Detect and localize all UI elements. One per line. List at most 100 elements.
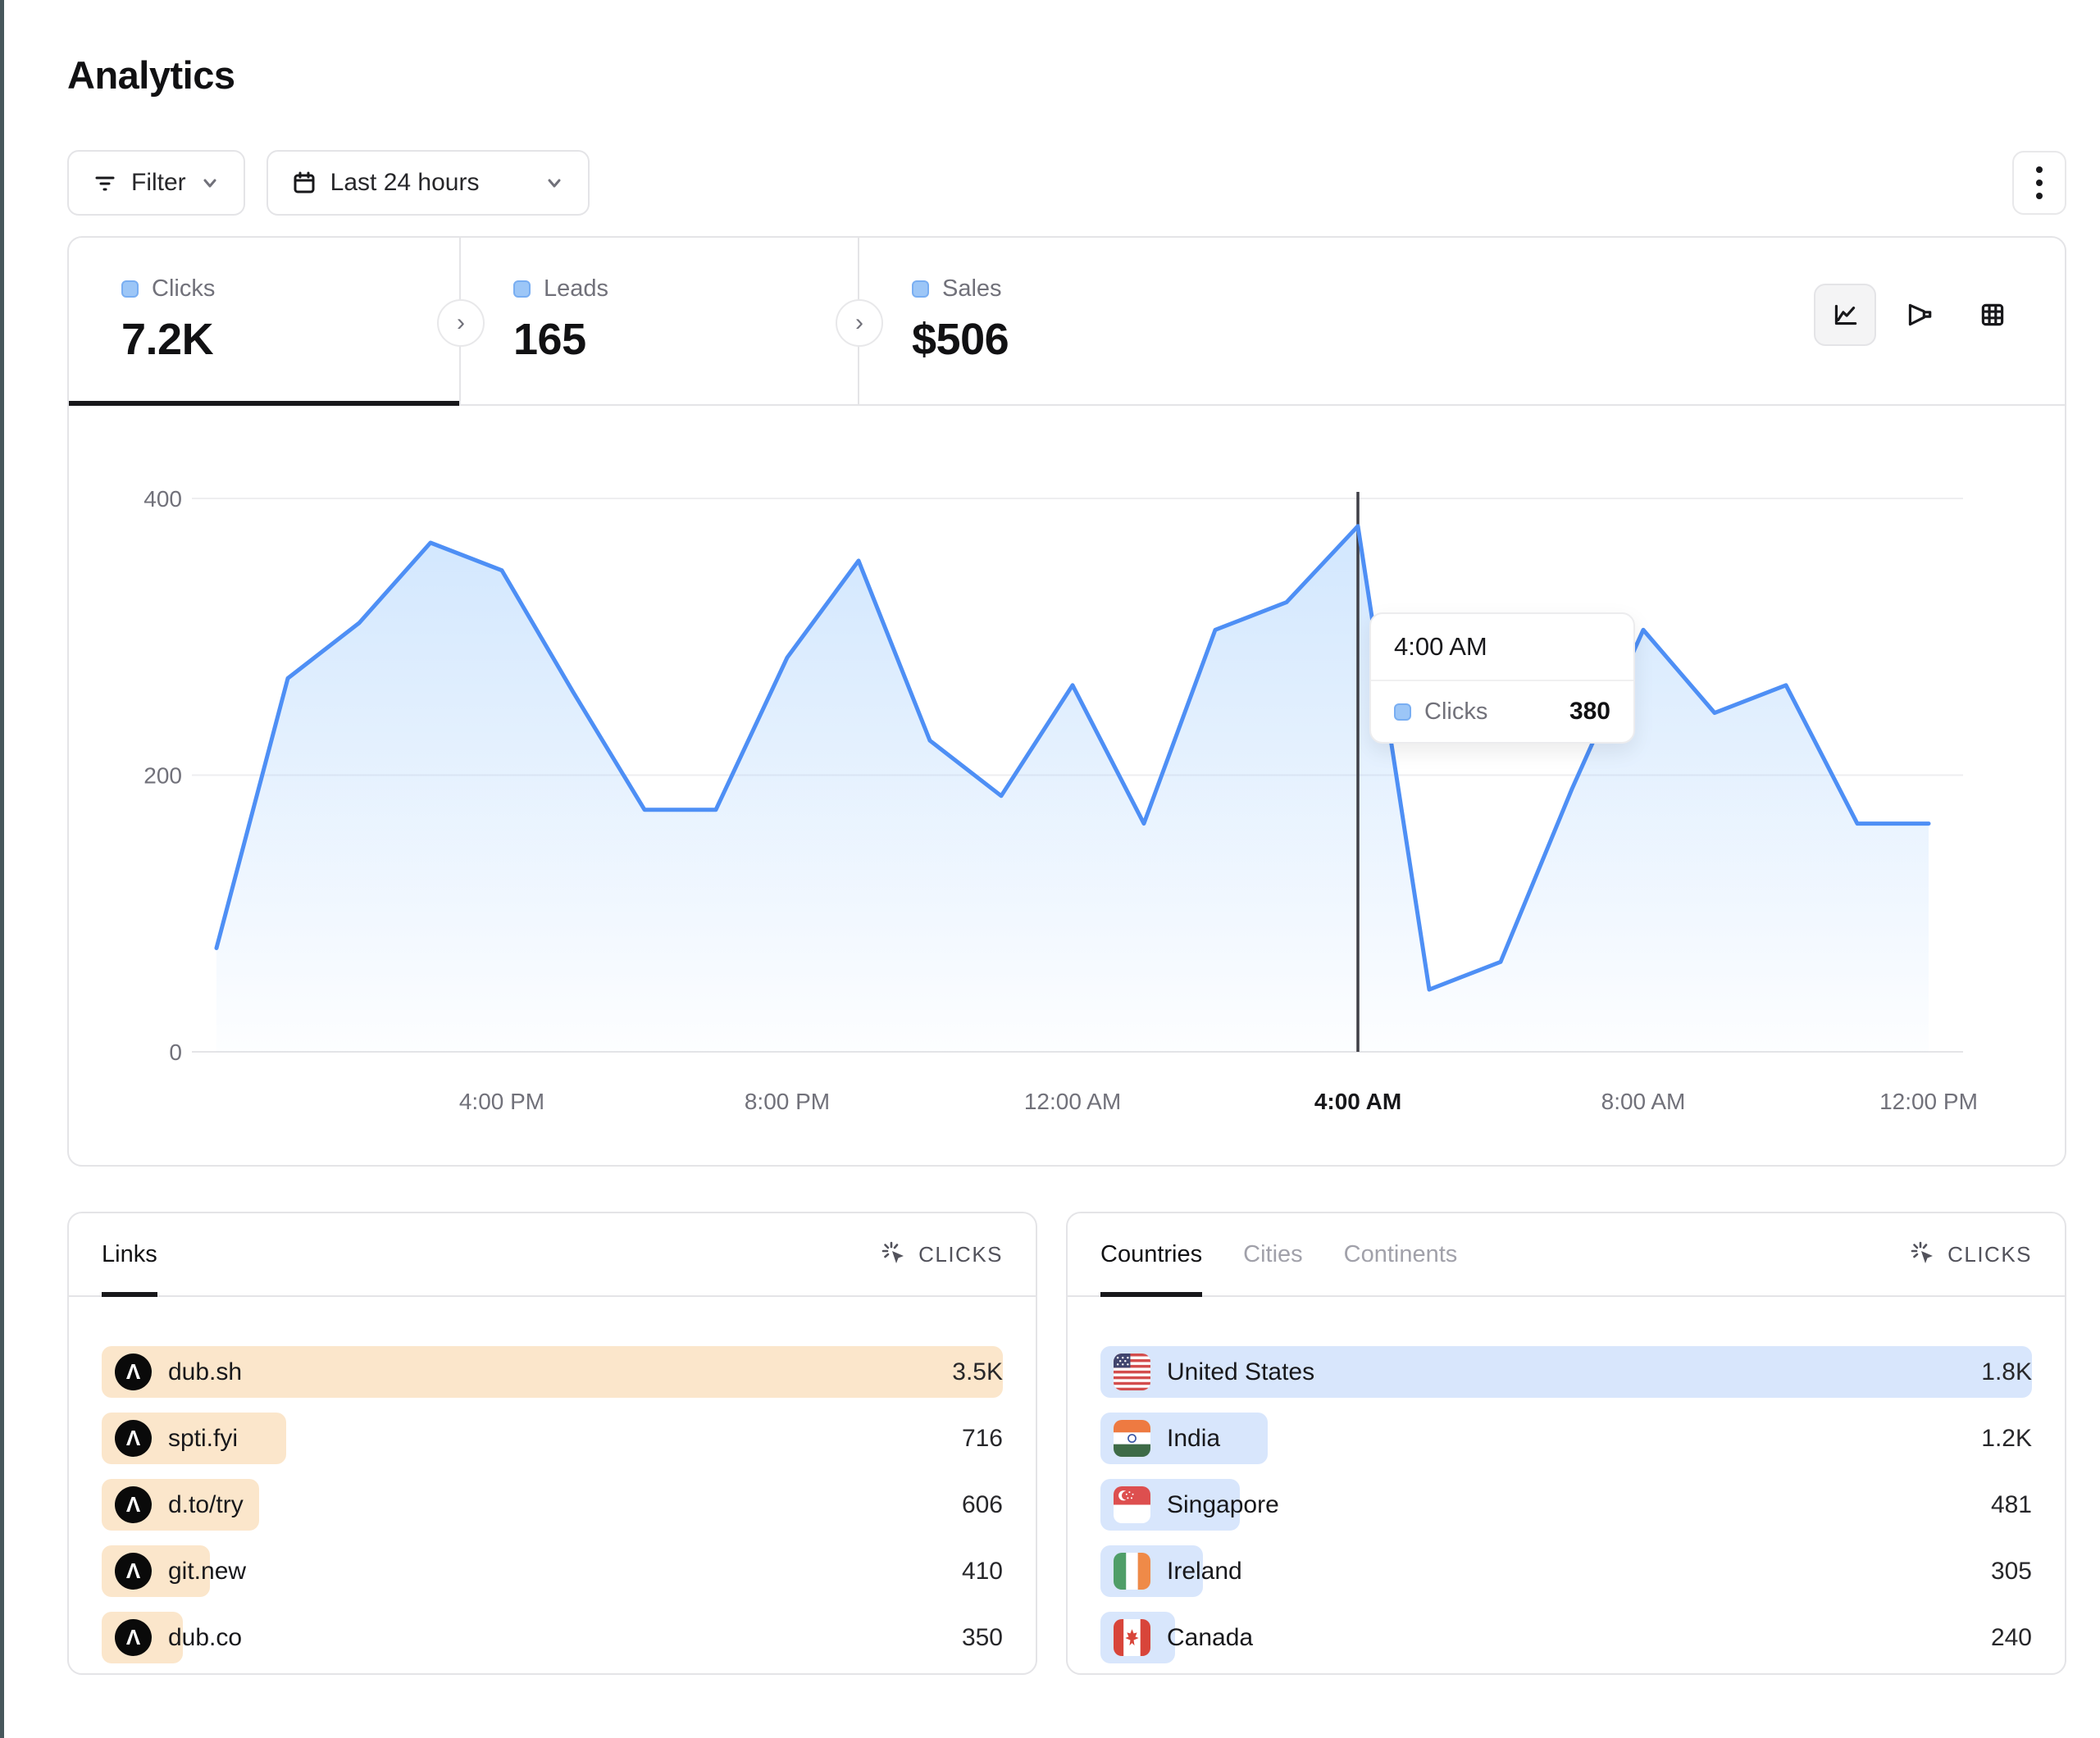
funnel-icon [1903, 299, 1934, 330]
metric-value: $506 [912, 315, 1009, 364]
links-metric-selector[interactable]: CLICKS [881, 1240, 1003, 1268]
list-item[interactable]: Ireland 305 [1100, 1545, 2032, 1597]
item-value: 606 [961, 1490, 1003, 1518]
y-axis-label: 400 [143, 486, 182, 512]
dub-logo-icon: Λ [115, 1619, 152, 1656]
chevron-right-icon: › [457, 309, 465, 336]
countries-panel-header: Countries Cities Continents CLICKS [1068, 1213, 2065, 1297]
flag-sg-icon [1114, 1486, 1150, 1523]
tooltip-value: 380 [1569, 698, 1610, 725]
clicks-series-line [214, 524, 1931, 992]
cursor-click-icon [881, 1240, 909, 1268]
tab-continents[interactable]: Continents [1343, 1240, 1458, 1267]
tab-clicks[interactable]: Clicks 7.2K [69, 238, 461, 406]
x-axis-label: 4:00 PM [459, 1089, 544, 1114]
item-value: 350 [961, 1623, 1003, 1651]
more-menu-button[interactable] [2012, 151, 2066, 215]
x-axis-label: 4:00 AM [1314, 1089, 1401, 1114]
expand-leads-button[interactable]: › [836, 299, 883, 347]
item-label: Singapore [1167, 1490, 1279, 1518]
metric-tabs: Clicks 7.2K Leads 165 Sales $ [69, 238, 2065, 406]
item-label: India [1167, 1424, 1221, 1452]
clicks-chart[interactable]: 0 200 400 4:00 PM 8:00 PM 12:00 AM 4:00 AM 8:00… [69, 406, 2065, 1165]
tooltip-series-label: Clicks [1424, 698, 1488, 725]
item-value: 1.2K [1981, 1424, 2032, 1452]
value-bar [102, 1346, 1003, 1398]
flag-ca-icon [1114, 1619, 1150, 1656]
grid-icon [1977, 299, 2008, 330]
metric-label: Clicks [152, 275, 216, 302]
toolbar: Filter Last 24 hours [67, 150, 2066, 216]
countries-metric-label: CLICKS [1947, 1241, 2032, 1267]
links-metric-label: CLICKS [918, 1241, 1003, 1267]
tab-cities[interactable]: Cities [1243, 1240, 1303, 1267]
funnel-view-button[interactable] [1888, 284, 1950, 346]
countries-panel: Countries Cities Continents CLICKS Unite… [1066, 1212, 2066, 1675]
item-label: Canada [1167, 1623, 1254, 1651]
chevron-down-icon [544, 172, 565, 193]
item-label: dub.sh [168, 1358, 243, 1385]
tab-leads[interactable]: Leads 165 [461, 238, 859, 404]
item-value: 3.5K [952, 1358, 1003, 1385]
chevron-down-icon [199, 172, 221, 193]
date-range-label: Last 24 hours [330, 169, 480, 196]
page-title: Analytics [67, 53, 235, 97]
flag-ie-icon [1114, 1553, 1150, 1590]
x-axis-label: 12:00 PM [1879, 1089, 1978, 1114]
item-label: git.new [168, 1557, 247, 1585]
item-label: dub.co [168, 1623, 243, 1651]
y-axis-label: 200 [143, 763, 182, 789]
metric-value: 165 [513, 315, 586, 364]
item-label: United States [1167, 1358, 1315, 1385]
tab-countries[interactable]: Countries [1100, 1213, 1203, 1297]
filter-button[interactable]: Filter [67, 150, 245, 216]
item-label: d.to/try [168, 1490, 244, 1518]
metric-value: 7.2K [121, 315, 214, 364]
kebab-icon [2034, 163, 2044, 202]
dub-logo-icon: Λ [115, 1354, 152, 1390]
item-value: 305 [1990, 1557, 2032, 1585]
analytics-card: Clicks 7.2K Leads 165 Sales $ [67, 236, 2066, 1167]
list-item[interactable]: Canada 240 [1100, 1612, 2032, 1663]
list-item[interactable]: Singapore 481 [1100, 1479, 2032, 1531]
item-label: spti.fyi [168, 1424, 239, 1452]
left-accent-strip [0, 0, 4, 1738]
x-axis-label: 8:00 AM [1601, 1089, 1686, 1114]
leads-series-swatch [513, 280, 531, 298]
item-value: 1.8K [1981, 1358, 2032, 1385]
clicks-chart-svg: 0 200 400 4:00 PM 8:00 PM 12:00 AM 4:00 AM 8:00… [143, 486, 1978, 1114]
tooltip-time: 4:00 AM [1371, 614, 1633, 681]
metric-label: Sales [942, 275, 1002, 302]
calendar-icon [291, 170, 317, 196]
item-label: Ireland [1167, 1557, 1242, 1585]
clicks-series-swatch [121, 280, 139, 298]
table-view-button[interactable] [1961, 284, 2024, 346]
expand-clicks-button[interactable]: › [437, 299, 485, 347]
dub-logo-icon: Λ [115, 1553, 152, 1590]
value-bar [1100, 1346, 2032, 1398]
item-value: 716 [961, 1424, 1003, 1452]
line-chart-view-button[interactable] [1814, 284, 1876, 346]
chart-type-toggle [1814, 284, 2024, 346]
tab-links[interactable]: Links [102, 1213, 157, 1297]
metric-label: Leads [544, 275, 609, 302]
x-axis-label: 8:00 PM [745, 1089, 830, 1114]
list-item[interactable]: India 1.2K [1100, 1413, 2032, 1464]
links-panel-header: Links CLICKS [69, 1213, 1036, 1297]
tab-sales[interactable]: Sales $506 [859, 238, 2065, 404]
cursor-click-icon [1910, 1240, 1938, 1268]
filter-button-label: Filter [131, 169, 186, 196]
countries-metric-selector[interactable]: CLICKS [1910, 1240, 2032, 1268]
item-value: 410 [961, 1557, 1003, 1585]
date-range-button[interactable]: Last 24 hours [266, 150, 590, 216]
list-item[interactable]: United States 1.8K [1100, 1346, 2032, 1398]
x-axis-label: 12:00 AM [1024, 1089, 1121, 1114]
line-chart-icon [1829, 299, 1861, 330]
